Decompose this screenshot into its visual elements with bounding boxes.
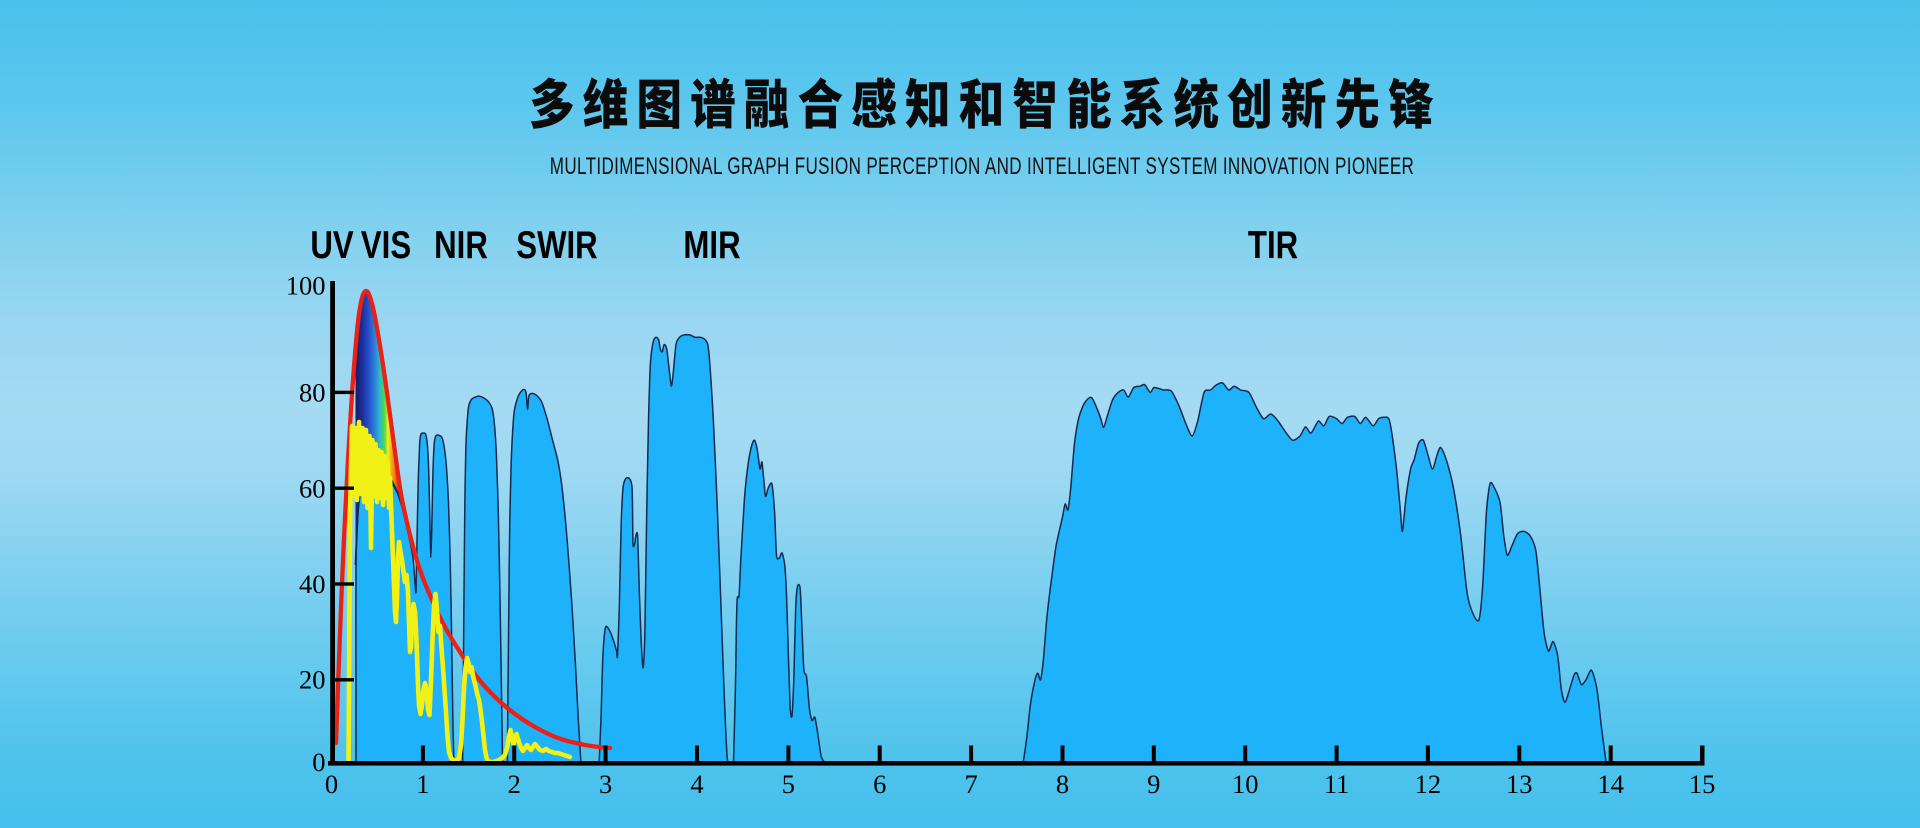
svg-text:10: 10 (1232, 769, 1259, 799)
svg-text:13: 13 (1506, 769, 1533, 799)
svg-text:80: 80 (299, 378, 326, 408)
svg-text:11: 11 (1324, 769, 1350, 799)
svg-text:MULTIDIMENSIONAL GRAPH FUSION: MULTIDIMENSIONAL GRAPH FUSION PERCEPTION… (550, 153, 1414, 180)
svg-text:0: 0 (312, 747, 325, 777)
svg-text:6: 6 (873, 769, 886, 799)
svg-text:MIR: MIR (683, 224, 740, 267)
svg-text:1: 1 (416, 769, 429, 799)
svg-text:5: 5 (782, 769, 795, 799)
svg-text:2: 2 (508, 769, 521, 799)
svg-text:NIR: NIR (434, 224, 488, 267)
svg-text:8: 8 (1056, 769, 1069, 799)
svg-text:4: 4 (690, 769, 703, 799)
svg-text:9: 9 (1147, 769, 1160, 799)
svg-text:14: 14 (1597, 769, 1624, 799)
svg-text:60: 60 (299, 474, 326, 504)
svg-text:0: 0 (325, 769, 338, 799)
svg-text:100: 100 (286, 271, 326, 301)
svg-text:7: 7 (964, 769, 977, 799)
svg-text:TIR: TIR (1248, 224, 1298, 267)
svg-text:15: 15 (1689, 769, 1716, 799)
svg-text:SWIR: SWIR (516, 224, 597, 267)
svg-text:20: 20 (299, 664, 326, 694)
svg-text:UV: UV (310, 224, 354, 267)
svg-text:40: 40 (299, 569, 326, 599)
svg-text:VIS: VIS (361, 224, 411, 267)
svg-text:12: 12 (1415, 769, 1442, 799)
svg-text:3: 3 (599, 769, 612, 799)
